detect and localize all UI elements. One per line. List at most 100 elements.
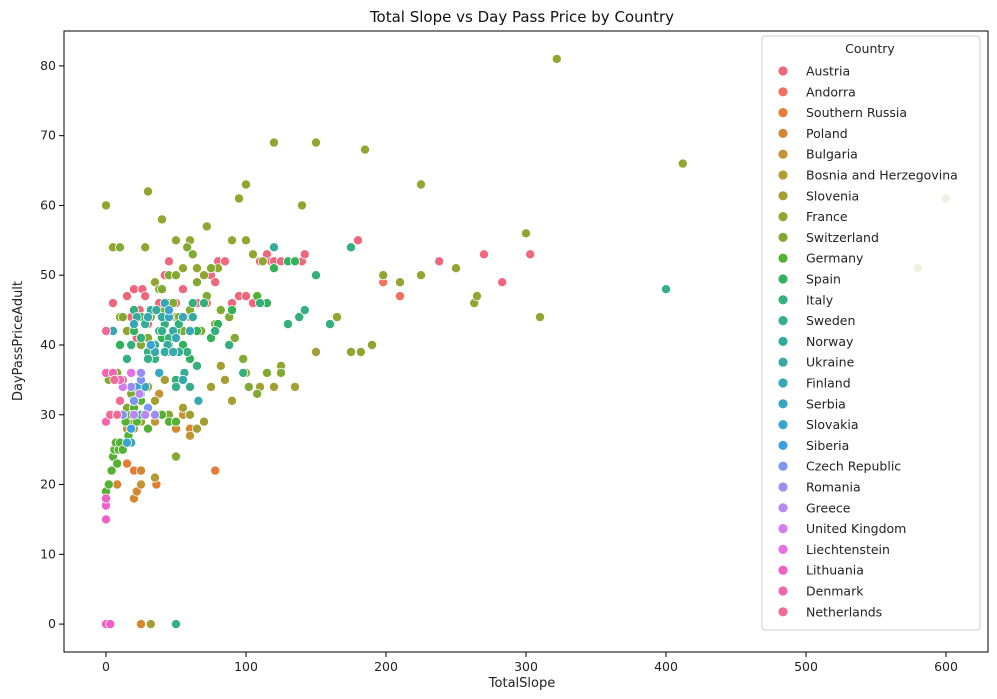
data-point	[219, 256, 230, 267]
data-point	[170, 619, 181, 630]
data-point	[210, 325, 221, 336]
legend-entry: Ukraine	[806, 355, 855, 370]
data-point	[282, 319, 293, 330]
data-point	[198, 298, 209, 309]
legend-entry: Siberia	[806, 438, 849, 453]
y-tick-label: 40	[40, 337, 56, 352]
data-point	[135, 367, 146, 378]
legend-entry: Denmark	[806, 584, 864, 599]
legend-entry: Andorra	[806, 84, 856, 99]
data-point	[145, 619, 156, 630]
data-point	[117, 312, 128, 323]
x-tick-label: 100	[234, 659, 258, 674]
data-point	[151, 305, 162, 316]
legend-entry: Lithuania	[806, 563, 864, 578]
data-point	[240, 179, 251, 190]
legend-entry: Liechtenstein	[806, 542, 890, 557]
legend-marker	[777, 606, 789, 618]
data-point	[310, 137, 321, 148]
data-point	[142, 186, 153, 197]
data-point	[677, 158, 688, 169]
data-point	[170, 235, 181, 246]
data-point	[105, 619, 116, 630]
data-point	[240, 291, 251, 302]
data-point	[299, 249, 310, 260]
data-point	[109, 374, 120, 385]
legend-marker	[777, 481, 789, 493]
y-axis: 0 10 20 30 40 50 60 70 80	[40, 58, 64, 631]
data-point	[226, 235, 237, 246]
y-tick-label: 70	[40, 128, 56, 143]
legend-entry: Romania	[806, 480, 861, 495]
legend-entry: Southern Russia	[806, 105, 907, 120]
data-points	[101, 53, 952, 630]
data-point	[187, 312, 198, 323]
data-point	[112, 458, 123, 469]
data-point	[159, 374, 170, 385]
data-point	[108, 298, 119, 309]
legend-marker	[777, 273, 789, 285]
data-point	[289, 381, 300, 392]
chart-title: Total Slope vs Day Pass Price by Country	[369, 8, 674, 26]
data-point	[177, 284, 188, 295]
legend-marker	[777, 523, 789, 534]
data-point	[170, 451, 181, 462]
data-point	[112, 409, 123, 420]
legend-marker	[777, 377, 789, 389]
legend-marker	[777, 252, 789, 264]
x-tick-label: 500	[794, 659, 818, 674]
data-point	[205, 263, 216, 274]
legend-entry: Netherlands	[806, 604, 882, 619]
data-point	[145, 339, 156, 350]
data-point	[170, 332, 181, 343]
data-point	[156, 284, 167, 295]
legend-marker	[777, 460, 789, 472]
data-point	[103, 479, 114, 490]
data-point	[289, 256, 300, 267]
data-point	[210, 465, 221, 476]
y-tick-label: 50	[40, 267, 56, 282]
data-point	[101, 514, 112, 525]
data-point	[191, 423, 202, 434]
legend-marker	[777, 148, 789, 160]
legend-entry: Slovenia	[806, 188, 859, 203]
data-point	[434, 256, 445, 267]
data-point	[198, 270, 209, 281]
data-point	[191, 277, 202, 288]
legend-box	[761, 35, 981, 631]
data-point	[394, 277, 405, 288]
y-tick-label: 80	[40, 58, 56, 73]
data-point	[233, 193, 244, 204]
legend-marker	[777, 544, 789, 555]
data-point	[215, 305, 226, 316]
data-point	[359, 144, 370, 155]
data-point	[156, 325, 167, 336]
data-point	[205, 381, 216, 392]
data-point	[219, 374, 230, 385]
data-point	[254, 298, 265, 309]
legend-marker	[777, 107, 789, 118]
legend-entry: Finland	[806, 376, 851, 391]
data-point	[243, 381, 254, 392]
data-point	[122, 458, 133, 469]
data-point	[294, 312, 305, 323]
legend-marker	[777, 419, 789, 431]
data-point	[215, 360, 226, 371]
data-point	[159, 346, 170, 357]
data-point	[324, 319, 335, 330]
data-point	[224, 339, 235, 350]
legend-entry: United Kingdom	[806, 521, 906, 536]
legend-marker	[777, 294, 789, 306]
legend-marker	[777, 502, 789, 514]
data-point	[122, 291, 133, 302]
legend-marker	[777, 398, 789, 410]
data-point	[331, 312, 342, 323]
data-point	[126, 423, 137, 434]
data-point	[268, 381, 279, 392]
y-tick-label: 30	[40, 407, 56, 422]
legend-entry: Italy	[806, 292, 834, 307]
legend-entry: Spain	[806, 272, 841, 287]
x-tick-label: 400	[654, 659, 678, 674]
legend-entry: Greece	[806, 500, 851, 515]
